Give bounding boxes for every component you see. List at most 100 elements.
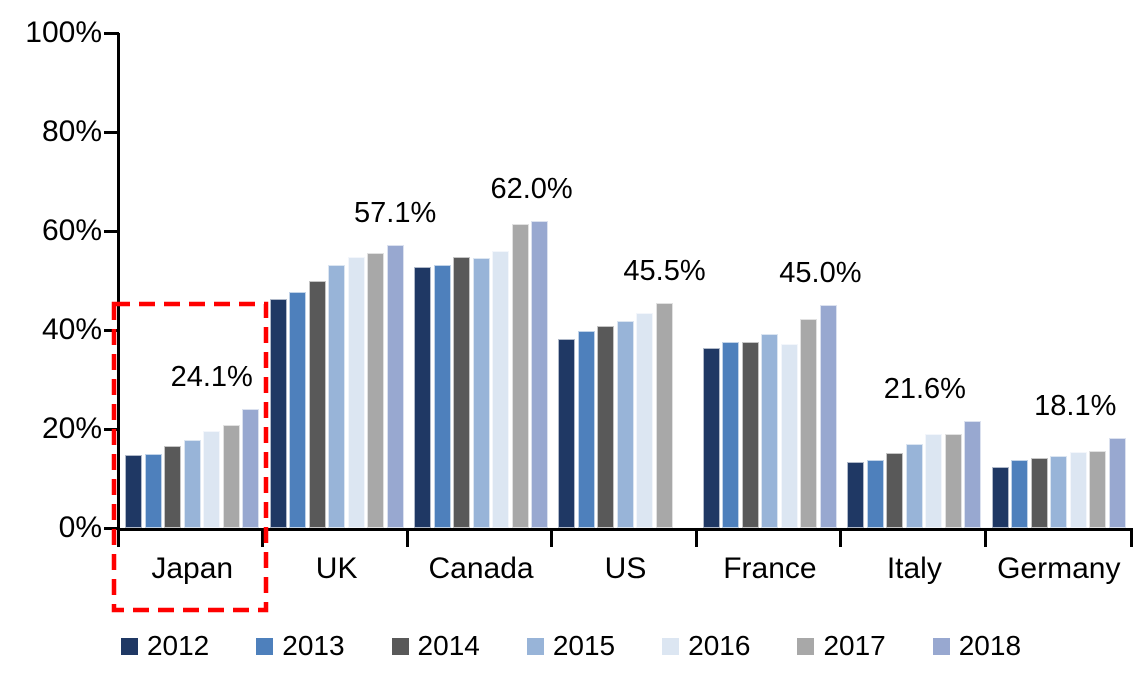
bar-us-2012	[558, 339, 576, 528]
bar-slot	[414, 33, 432, 528]
bar-canada-2018	[531, 221, 549, 528]
legend-swatch-2013	[256, 637, 274, 655]
bar-slot	[472, 33, 490, 528]
bar-slot	[511, 33, 529, 528]
bar-slot	[847, 33, 865, 528]
bar-slot	[597, 33, 615, 528]
bar-slot	[636, 33, 654, 528]
bar-slot	[944, 33, 962, 528]
x-axis-tick	[1130, 531, 1133, 547]
bar-group-japan	[120, 33, 264, 528]
bar-japan-2013	[144, 453, 162, 528]
x-axis-tick	[405, 531, 409, 547]
bar-canada-2017	[511, 224, 529, 528]
y-axis-line	[117, 33, 120, 531]
data-label-france: 45.0%	[779, 257, 862, 290]
y-axis-tick	[104, 427, 119, 431]
bar-uk-2013	[289, 292, 307, 528]
bar-slot	[819, 33, 837, 528]
bar-france-2013	[722, 342, 740, 528]
category-label-germany: Germany	[997, 552, 1121, 585]
legend-item-2014: 2014	[391, 632, 480, 660]
legend-label: 2018	[958, 630, 1022, 661]
bar-germany-2012	[991, 467, 1009, 528]
x-axis-tick	[550, 531, 554, 547]
y-axis-tick	[104, 130, 119, 134]
bar-slot	[800, 33, 818, 528]
bar-france-2014	[741, 342, 759, 528]
bar-germany-2017	[1089, 450, 1107, 528]
bar-germany-2015	[1050, 455, 1068, 528]
bar-italy-2017	[944, 433, 962, 528]
bar-slot	[144, 33, 162, 528]
bar-france-2017	[800, 319, 818, 528]
legend-item-2013: 2013	[256, 632, 345, 660]
bar-slot	[741, 33, 759, 528]
bar-slot	[289, 33, 307, 528]
bar-slot	[531, 33, 549, 528]
bar-uk-2016	[347, 257, 365, 528]
bar-uk-2012	[269, 299, 287, 528]
bar-japan-2017	[222, 425, 240, 528]
data-label-uk: 57.1%	[354, 197, 437, 230]
bar-italy-2014	[886, 452, 904, 528]
bar-canada-2013	[433, 264, 451, 528]
legend-swatch-2014	[391, 637, 409, 655]
bar-us-2013	[577, 330, 595, 528]
bar-slot	[1030, 33, 1048, 528]
y-axis-tick-label: 100%	[25, 16, 102, 49]
bar-group-us	[553, 33, 697, 528]
bar-slot	[577, 33, 595, 528]
x-axis-tick	[117, 531, 120, 547]
bar-japan-2015	[183, 439, 201, 528]
bar-france-2016	[780, 343, 798, 528]
bar-slot	[1011, 33, 1029, 528]
bar-us-2015	[616, 320, 634, 528]
legend-swatch-2017	[797, 637, 815, 655]
data-label-canada: 62.0%	[490, 173, 573, 206]
bar-us-2014	[597, 325, 615, 528]
bar-slot	[433, 33, 451, 528]
plot-area: 24.1% 57.1% 62.0% 45.5% 45.0% 21.6% 18.1%	[120, 33, 1131, 528]
category-label-canada: Canada	[428, 552, 534, 585]
bar-slot	[125, 33, 143, 528]
bar-uk-2015	[328, 264, 346, 528]
bar-us-2017	[655, 302, 673, 528]
y-axis-tick	[104, 328, 119, 332]
bar-germany-2018	[1108, 438, 1126, 528]
bar-japan-2012	[125, 455, 143, 528]
bar-slot	[722, 33, 740, 528]
legend-item-2012: 2012	[120, 632, 209, 660]
bar-slot	[222, 33, 240, 528]
y-axis-tick-label: 60%	[41, 214, 102, 247]
x-axis-tick	[261, 531, 265, 547]
bar-italy-2016	[925, 434, 943, 528]
x-axis-tick	[694, 531, 698, 547]
bar-slot	[269, 33, 287, 528]
category-label-uk: UK	[315, 552, 358, 585]
bar-japan-2018	[242, 408, 260, 528]
legend-item-2016: 2016	[662, 632, 750, 660]
bar-canada-2014	[453, 256, 471, 528]
bar-slot	[761, 33, 779, 528]
bar-group-france	[698, 33, 842, 528]
bar-slot	[453, 33, 471, 528]
y-axis-tick	[104, 229, 119, 233]
bar-germany-2013	[1011, 460, 1029, 528]
legend-swatch-2018	[932, 637, 950, 655]
bar-slot	[492, 33, 510, 528]
bar-slot	[242, 33, 260, 528]
bar-slot	[386, 33, 404, 528]
y-axis-tick-label: 40%	[41, 313, 102, 346]
y-axis-tick-label: 80%	[41, 115, 102, 148]
y-axis-tick-label: 0%	[58, 511, 102, 544]
data-label-italy: 21.6%	[883, 373, 966, 406]
bar-group-germany	[987, 33, 1131, 528]
bar-italy-2013	[866, 459, 884, 528]
bar-uk-2017	[367, 252, 385, 528]
x-axis-tick	[839, 531, 843, 547]
bar-group-canada	[409, 33, 553, 528]
bar-slot	[1069, 33, 1087, 528]
bar-italy-2012	[847, 462, 865, 528]
legend: 2012 2013 2014 2015 2016 2017 2018	[0, 632, 1142, 660]
